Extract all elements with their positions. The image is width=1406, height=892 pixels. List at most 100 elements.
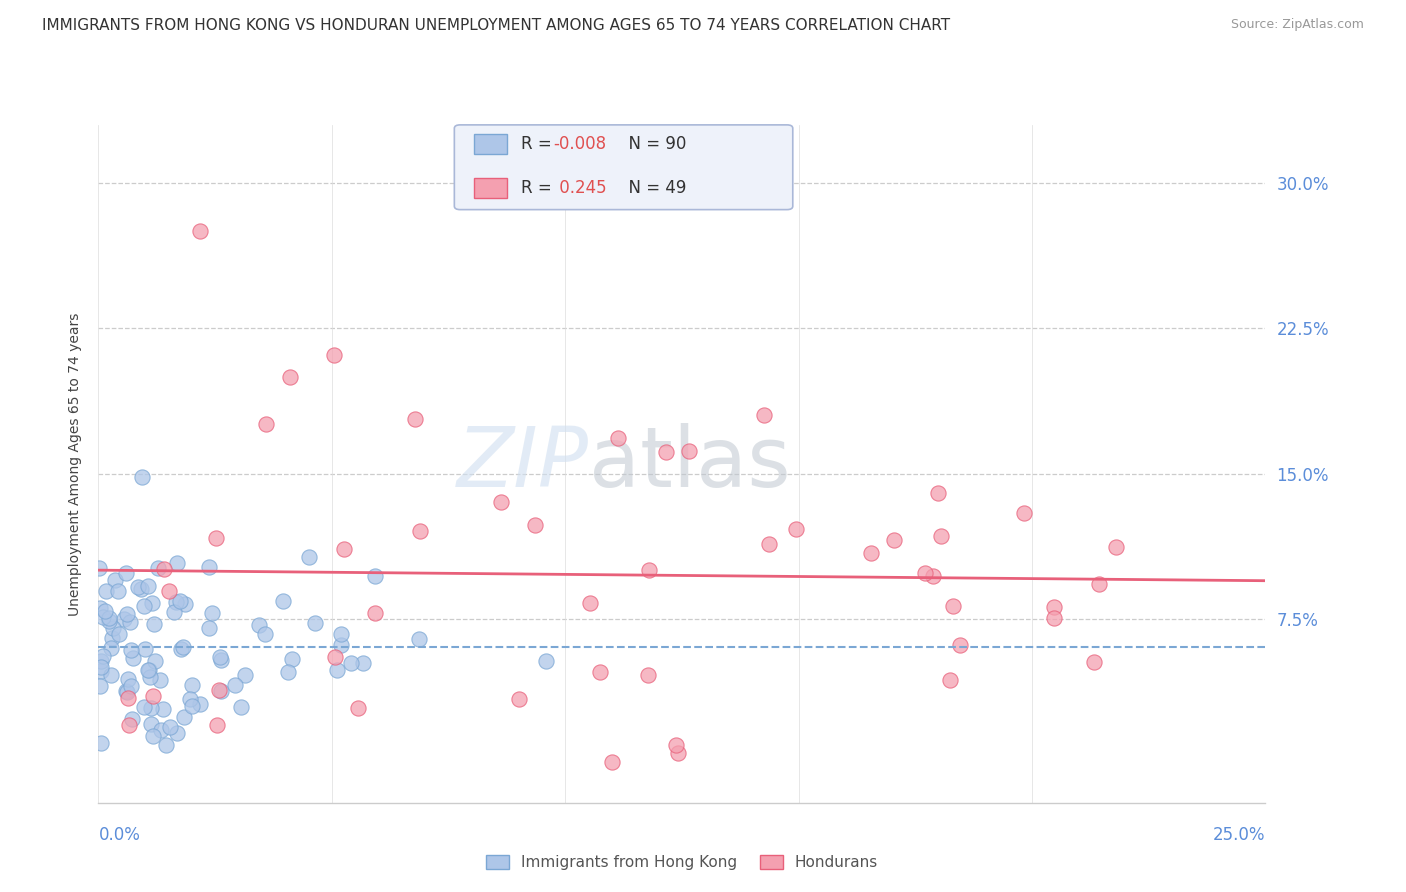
Point: [1043, 599, 1066, 614]
Point: [89, 679, 111, 693]
Point: [323, 348, 346, 362]
Point: [508, 692, 530, 706]
Point: [655, 445, 678, 459]
Text: -0.008: -0.008: [554, 135, 606, 153]
Point: [143, 616, 166, 631]
Text: R =: R =: [520, 135, 557, 153]
Text: R =: R =: [520, 179, 557, 197]
Point: [136, 663, 159, 677]
Point: [166, 725, 188, 739]
Point: [1083, 655, 1105, 669]
Point: [131, 582, 153, 597]
Point: [117, 607, 139, 622]
Point: [208, 649, 231, 664]
Point: [142, 729, 165, 743]
Point: [132, 599, 155, 613]
Point: [173, 710, 195, 724]
Point: [145, 654, 167, 668]
Point: [166, 556, 188, 570]
Point: [90, 664, 112, 678]
Point: [271, 594, 294, 608]
Point: [352, 656, 374, 670]
Point: [101, 621, 124, 635]
Point: [209, 653, 232, 667]
Point: [121, 650, 143, 665]
Point: [138, 663, 160, 677]
Point: [91, 610, 114, 624]
Point: [127, 580, 149, 594]
Point: [132, 699, 155, 714]
Point: [364, 606, 387, 620]
Point: [281, 652, 304, 666]
Point: [534, 654, 557, 668]
Point: [179, 692, 201, 706]
Text: 0.245: 0.245: [554, 179, 606, 197]
Point: [637, 668, 659, 682]
Point: [326, 664, 349, 678]
Point: [678, 444, 700, 458]
Point: [152, 562, 174, 576]
Point: [94, 583, 117, 598]
Point: [523, 518, 546, 533]
Point: [89, 600, 111, 615]
Point: [163, 606, 186, 620]
Point: [121, 712, 143, 726]
Point: [188, 697, 211, 711]
Point: [489, 495, 512, 509]
Point: [754, 408, 776, 422]
Point: [198, 560, 221, 574]
Point: [120, 643, 142, 657]
Point: [117, 691, 139, 706]
Point: [90, 736, 112, 750]
Point: [188, 224, 211, 238]
Point: [914, 566, 936, 580]
Point: [929, 529, 952, 543]
Point: [1043, 611, 1066, 625]
Point: [927, 486, 949, 500]
Point: [247, 617, 270, 632]
Point: [298, 549, 321, 564]
Point: [254, 417, 277, 432]
FancyBboxPatch shape: [454, 125, 793, 210]
Point: [181, 678, 204, 692]
Legend: Immigrants from Hong Kong, Hondurans: Immigrants from Hong Kong, Hondurans: [479, 849, 884, 877]
Text: N = 49: N = 49: [617, 179, 686, 197]
Point: [155, 738, 177, 752]
Point: [180, 698, 202, 713]
Text: IMMIGRANTS FROM HONG KONG VS HONDURAN UNEMPLOYMENT AMONG AGES 65 TO 74 YEARS COR: IMMIGRANTS FROM HONG KONG VS HONDURAN UN…: [42, 18, 950, 33]
Point: [942, 599, 965, 613]
Point: [118, 615, 141, 629]
Point: [107, 584, 129, 599]
Text: 0.0%: 0.0%: [98, 826, 141, 844]
Point: [139, 701, 162, 715]
Point: [578, 596, 600, 610]
Text: Source: ZipAtlas.com: Source: ZipAtlas.com: [1230, 18, 1364, 31]
Point: [921, 569, 943, 583]
Text: 25.0%: 25.0%: [1213, 826, 1265, 844]
Point: [346, 701, 368, 715]
Point: [1012, 506, 1035, 520]
Point: [173, 597, 195, 611]
Point: [170, 642, 193, 657]
Point: [117, 718, 139, 732]
Point: [100, 668, 122, 682]
Point: [758, 537, 780, 551]
Y-axis label: Unemployment Among Ages 65 to 74 years: Unemployment Among Ages 65 to 74 years: [67, 312, 82, 615]
Point: [112, 612, 135, 626]
Point: [224, 678, 246, 692]
Text: N = 90: N = 90: [617, 135, 686, 153]
Point: [146, 561, 169, 575]
Point: [201, 606, 224, 620]
Point: [666, 746, 689, 760]
Point: [120, 679, 142, 693]
Point: [204, 531, 226, 545]
Text: atlas: atlas: [589, 424, 790, 504]
Point: [278, 369, 301, 384]
Point: [404, 412, 426, 426]
Point: [136, 579, 159, 593]
Point: [329, 639, 352, 653]
Point: [208, 683, 231, 698]
Bar: [474, 134, 508, 154]
Point: [883, 533, 905, 547]
Point: [97, 615, 120, 629]
